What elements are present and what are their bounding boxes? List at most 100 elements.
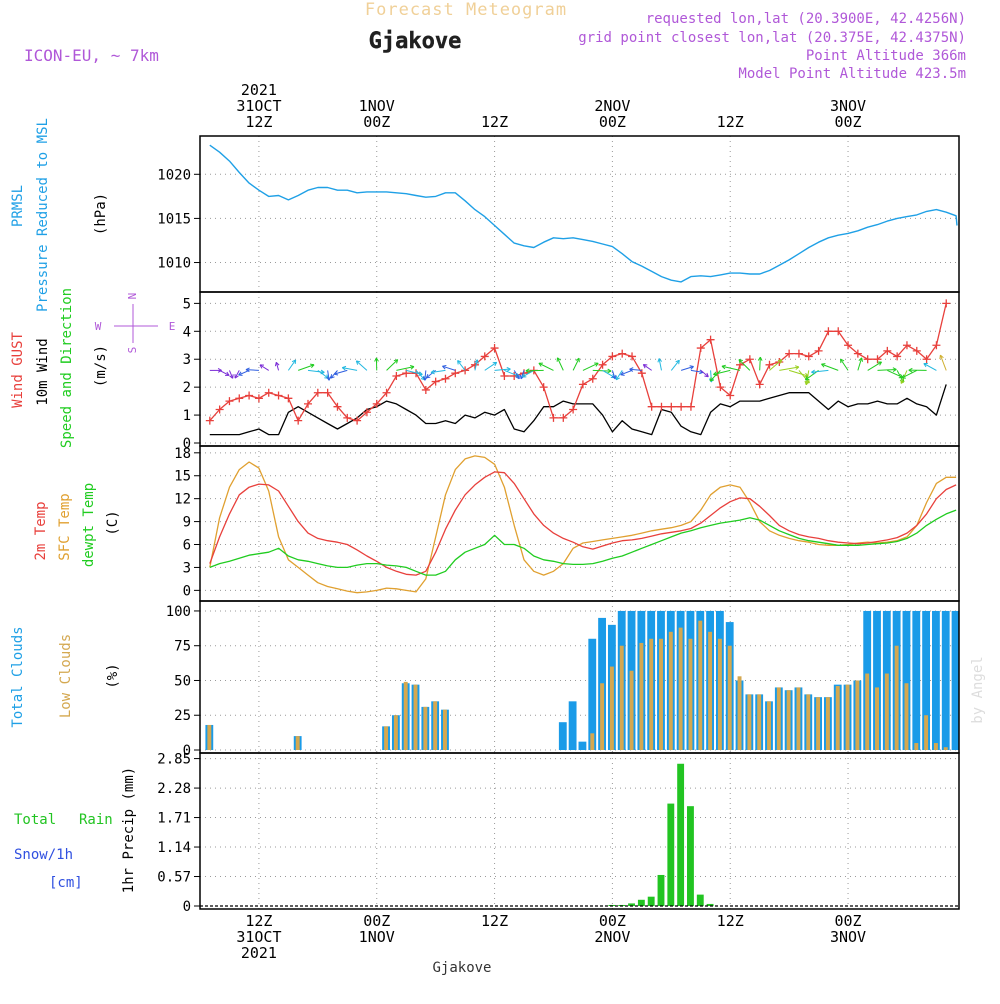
wind-unit-label: (m/s) xyxy=(93,345,109,387)
low-clouds-bar xyxy=(679,628,683,750)
low-clouds-bar xyxy=(669,632,673,750)
low-clouds-bar xyxy=(384,726,388,750)
y-tick-label: 2.85 xyxy=(157,752,191,768)
low-clouds-bar xyxy=(885,674,889,750)
low-clouds-bar xyxy=(905,683,909,750)
rain-bar xyxy=(638,900,645,906)
y-tick-label: 1020 xyxy=(157,167,191,183)
total-clouds-bar xyxy=(912,611,920,750)
low-clouds-bar xyxy=(207,725,211,750)
low-clouds-bar xyxy=(865,674,869,750)
y-tick-label: 1015 xyxy=(157,211,191,227)
grid-point-coords: grid point closest lon,lat (20.375E, 42.… xyxy=(578,30,966,46)
rain-bar xyxy=(697,895,704,906)
rain-bar xyxy=(687,806,694,906)
temp-2m-label: 2m Temp xyxy=(33,501,49,560)
low-clouds-bar xyxy=(816,697,820,750)
y-tick-label: 1.14 xyxy=(157,840,191,856)
pressure-reduced-label: Pressure Reduced to MSL xyxy=(35,118,51,312)
rain-bar xyxy=(667,804,674,906)
low-clouds-bar xyxy=(423,707,427,750)
y-tick-label: 50 xyxy=(174,673,191,689)
low-clouds-bar xyxy=(718,639,722,750)
low-clouds-bar xyxy=(443,710,447,750)
rain-bar xyxy=(648,897,655,906)
clouds-unit-label: (%) xyxy=(105,663,121,688)
model-label: ICON-EU, ~ 7km xyxy=(24,46,159,65)
low-clouds-bar xyxy=(787,690,791,750)
y-tick-label: 100 xyxy=(166,604,191,620)
total-clouds-label: Total Clouds xyxy=(10,626,26,727)
bottom-time-label: 2021 xyxy=(241,944,277,962)
low-clouds-bar xyxy=(767,701,771,750)
y-tick-label: 2 xyxy=(183,380,191,396)
compass-north: N xyxy=(126,293,139,300)
low-clouds-bar xyxy=(806,694,810,750)
low-clouds-bar xyxy=(404,682,408,750)
y-tick-label: 75 xyxy=(174,639,191,655)
low-clouds-bar xyxy=(708,632,712,750)
y-tick-label: 18 xyxy=(174,446,191,462)
low-clouds-bar xyxy=(688,639,692,750)
low-clouds-bar xyxy=(433,701,437,750)
y-tick-label: 1010 xyxy=(157,256,191,272)
precip-snow-label: Snow/1h xyxy=(14,847,73,863)
top-time-label: 12Z xyxy=(717,113,744,131)
top-time-label: 00Z xyxy=(834,113,861,131)
wind-10m-label: 10m Wind xyxy=(35,338,51,405)
low-clouds-bar xyxy=(620,646,624,750)
low-clouds-bar xyxy=(698,621,702,750)
y-tick-label: 0.57 xyxy=(157,870,191,886)
bottom-time-label: 12Z xyxy=(717,912,744,930)
low-clouds-bar xyxy=(757,694,761,750)
low-clouds-bar xyxy=(600,683,604,750)
y-tick-label: 3 xyxy=(183,560,191,576)
location-title: Gjakove xyxy=(369,29,462,54)
low-clouds-bar xyxy=(826,697,830,750)
bottom-time-label: 1NOV xyxy=(359,928,395,946)
y-tick-label: 15 xyxy=(174,469,191,485)
wind-speed-direction-label: Speed and Direction xyxy=(59,288,75,448)
wind-direction-arrow xyxy=(760,357,761,370)
low-clouds-bar xyxy=(630,671,634,750)
low-clouds-bar xyxy=(855,680,859,750)
y-tick-label: 1 xyxy=(183,408,191,424)
low-clouds-bar xyxy=(414,685,418,750)
bottom-time-label: 2NOV xyxy=(594,928,630,946)
bottom-time-label: 3NOV xyxy=(830,928,866,946)
top-time-label: 00Z xyxy=(363,113,390,131)
low-clouds-bar xyxy=(659,639,663,750)
y-tick-label: 1.71 xyxy=(157,811,191,827)
top-time-label: 12Z xyxy=(245,113,272,131)
low-clouds-bar xyxy=(944,747,948,750)
wind-direction-arrow xyxy=(593,370,611,371)
y-tick-label: 2.28 xyxy=(157,781,191,797)
y-tick-label: 6 xyxy=(183,538,191,554)
low-clouds-bar xyxy=(796,687,800,750)
rain-bar xyxy=(677,764,684,906)
total-clouds-bar xyxy=(569,701,577,750)
low-clouds-bar xyxy=(296,736,300,750)
credit-watermark: by Angel xyxy=(970,656,986,723)
low-clouds-bar xyxy=(875,687,879,750)
y-tick-label: 5 xyxy=(183,296,191,312)
low-clouds-bar xyxy=(610,667,614,750)
precip-unit-label: 1hr Precip (mm) xyxy=(121,767,137,893)
model-point-altitude: Model Point Altitude 423.5m xyxy=(738,66,966,82)
compass-east: E xyxy=(169,320,176,333)
pressure-unit-label: (hPa) xyxy=(93,193,109,235)
y-tick-label: 9 xyxy=(183,515,191,531)
precip-rain-label: Rain xyxy=(79,812,113,828)
total-clouds-bar xyxy=(559,722,567,750)
low-clouds-bar xyxy=(649,639,653,750)
y-tick-label: 4 xyxy=(183,324,191,340)
low-clouds-bar xyxy=(914,743,918,750)
total-clouds-bar xyxy=(579,742,587,750)
temp-unit-label: (C) xyxy=(105,510,121,535)
temp-dewpt-label: dewpt Temp xyxy=(81,483,97,567)
wind-gust-label: Wind GUST xyxy=(10,332,26,408)
prmsl-label: PRMSL xyxy=(10,185,26,227)
low-clouds-bar xyxy=(394,715,398,750)
